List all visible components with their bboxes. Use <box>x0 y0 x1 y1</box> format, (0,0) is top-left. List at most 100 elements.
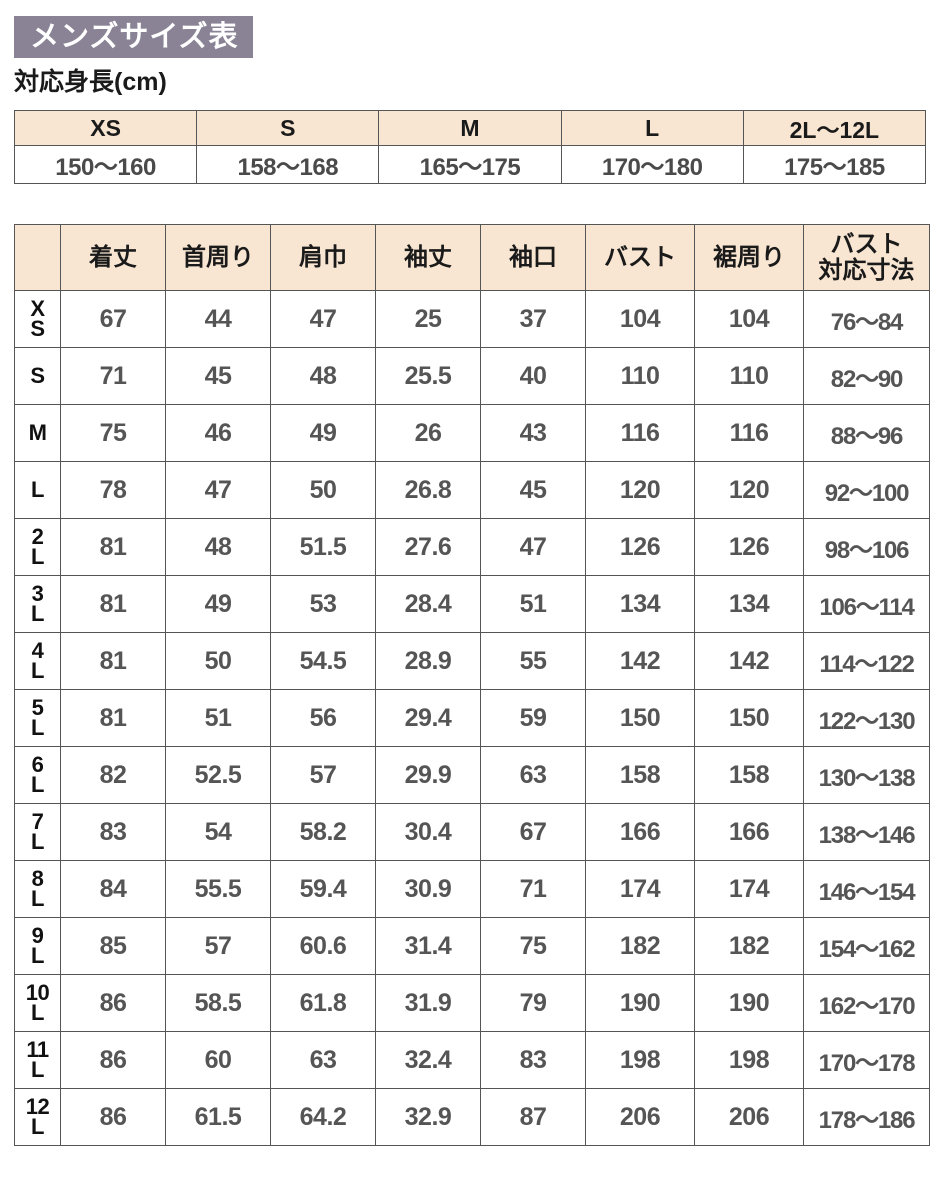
height-value-cell: 175〜185 <box>742 145 927 184</box>
cell-cuff: 75 <box>480 917 586 975</box>
cell-bust-fit: 146〜154 <box>803 860 930 918</box>
cell-cuff: 59 <box>480 689 586 747</box>
size-label-part1: 11 <box>26 1036 49 1062</box>
size-label-part1: 9 <box>31 922 44 948</box>
size-label-part2: L <box>31 943 44 968</box>
size-label-part2: L <box>31 1000 44 1025</box>
cell-cuff: 51 <box>480 575 586 633</box>
cell-neck: 49 <box>165 575 271 633</box>
size-label-part1: 6 <box>31 751 44 777</box>
row-size-label: M <box>14 404 61 462</box>
row-size-label: 6 L <box>14 746 61 804</box>
cell-hem: 182 <box>694 917 804 975</box>
cell-sleeve-length: 28.9 <box>375 632 481 690</box>
column-header-hem: 裾周り <box>694 224 804 291</box>
table-row: 10 L 86 58.5 61.8 31.9 79 190 190 162〜17… <box>14 974 930 1032</box>
cell-neck: 48 <box>165 518 271 576</box>
table-row: 8 L 84 55.5 59.4 30.9 71 174 174 146〜154 <box>14 860 930 918</box>
cell-shoulder: 49 <box>270 404 376 462</box>
cell-sleeve-length: 32.9 <box>375 1088 481 1146</box>
size-label-part2: L <box>31 886 44 911</box>
cell-hem: 174 <box>694 860 804 918</box>
cell-sleeve-length: 30.4 <box>375 803 481 861</box>
cell-bust: 166 <box>585 803 695 861</box>
height-value-cell: 158〜168 <box>196 145 380 184</box>
table-row: 11 L 86 60 63 32.4 83 198 198 170〜178 <box>14 1031 930 1089</box>
table-row: 7 L 83 54 58.2 30.4 67 166 166 138〜146 <box>14 803 930 861</box>
cell-bust: 142 <box>585 632 695 690</box>
table-row: 9 L 85 57 60.6 31.4 75 182 182 154〜162 <box>14 917 930 975</box>
row-size-label: 10 L <box>14 974 61 1032</box>
column-header-bust-fit: バスト 対応寸法 <box>803 224 930 291</box>
row-size-label: 4 L <box>14 632 61 690</box>
height-header-cell: S <box>196 110 380 146</box>
cell-bust: 110 <box>585 347 695 405</box>
cell-sleeve-length: 31.9 <box>375 974 481 1032</box>
cell-sleeve-length: 29.4 <box>375 689 481 747</box>
size-label-part2: L <box>31 658 44 683</box>
cell-body-length: 83 <box>60 803 166 861</box>
column-header-line1: 着丈 <box>89 243 137 271</box>
cell-cuff: 55 <box>480 632 586 690</box>
cell-neck: 58.5 <box>165 974 271 1032</box>
cell-bust: 158 <box>585 746 695 804</box>
cell-hem: 166 <box>694 803 804 861</box>
cell-bust: 190 <box>585 974 695 1032</box>
cell-cuff: 43 <box>480 404 586 462</box>
cell-cuff: 83 <box>480 1031 586 1089</box>
cell-neck: 50 <box>165 632 271 690</box>
cell-hem: 120 <box>694 461 804 519</box>
cell-cuff: 79 <box>480 974 586 1032</box>
cell-neck: 44 <box>165 290 271 348</box>
size-label-part1: 3 <box>31 580 44 606</box>
cell-sleeve-length: 30.9 <box>375 860 481 918</box>
size-label-part2: L <box>31 715 44 740</box>
row-size-label: 11 L <box>14 1031 61 1089</box>
cell-neck: 52.5 <box>165 746 271 804</box>
cell-cuff: 47 <box>480 518 586 576</box>
cell-bust-fit: 154〜162 <box>803 917 930 975</box>
column-header-line1: 袖丈 <box>404 243 452 271</box>
cell-hem: 206 <box>694 1088 804 1146</box>
row-size-label: 9 L <box>14 917 61 975</box>
measurements-body: X S 67 44 47 25 37 104 104 76〜84 S 71 45 <box>14 290 930 1146</box>
cell-bust: 150 <box>585 689 695 747</box>
row-size-label: X S <box>14 290 61 348</box>
measurements-header-row: 着丈 首周り 肩巾 袖丈 袖口 バスト 裾周り <box>14 224 930 291</box>
size-label-part2: S <box>30 316 45 341</box>
table-row: 4 L 81 50 54.5 28.9 55 142 142 114〜122 <box>14 632 930 690</box>
cell-bust-fit: 92〜100 <box>803 461 930 519</box>
cell-bust-fit: 162〜170 <box>803 974 930 1032</box>
cell-body-length: 82 <box>60 746 166 804</box>
table-row: X S 67 44 47 25 37 104 104 76〜84 <box>14 290 930 348</box>
cell-hem: 126 <box>694 518 804 576</box>
cell-bust: 174 <box>585 860 695 918</box>
row-size-label: 5 L <box>14 689 61 747</box>
cell-hem: 116 <box>694 404 804 462</box>
cell-bust: 206 <box>585 1088 695 1146</box>
size-label-part1: S <box>30 363 45 388</box>
table-row: 6 L 82 52.5 57 29.9 63 158 158 130〜138 <box>14 746 930 804</box>
cell-shoulder: 54.5 <box>270 632 376 690</box>
column-header-cuff: 袖口 <box>480 224 586 291</box>
size-label-part1: X <box>30 295 45 321</box>
cell-sleeve-length: 25.5 <box>375 347 481 405</box>
cell-neck: 54 <box>165 803 271 861</box>
cell-body-length: 81 <box>60 575 166 633</box>
cell-bust-fit: 88〜96 <box>803 404 930 462</box>
cell-neck: 47 <box>165 461 271 519</box>
height-table: XS S M L 2L〜12L 150〜160 158〜168 165〜175 … <box>13 110 927 184</box>
cell-body-length: 78 <box>60 461 166 519</box>
row-size-label: 8 L <box>14 860 61 918</box>
column-header-bust: バスト <box>585 224 695 291</box>
cell-sleeve-length: 31.4 <box>375 917 481 975</box>
table-row: L 78 47 50 26.8 45 120 120 92〜100 <box>14 461 930 519</box>
size-label-part1: 7 <box>31 808 44 834</box>
cell-bust-fit: 114〜122 <box>803 632 930 690</box>
cell-neck: 45 <box>165 347 271 405</box>
size-label-part1: 4 <box>31 637 44 663</box>
column-header-line1: バスト <box>604 243 676 271</box>
height-value-cell: 150〜160 <box>13 145 198 184</box>
cell-shoulder: 58.2 <box>270 803 376 861</box>
height-header-cell: XS <box>13 110 198 146</box>
